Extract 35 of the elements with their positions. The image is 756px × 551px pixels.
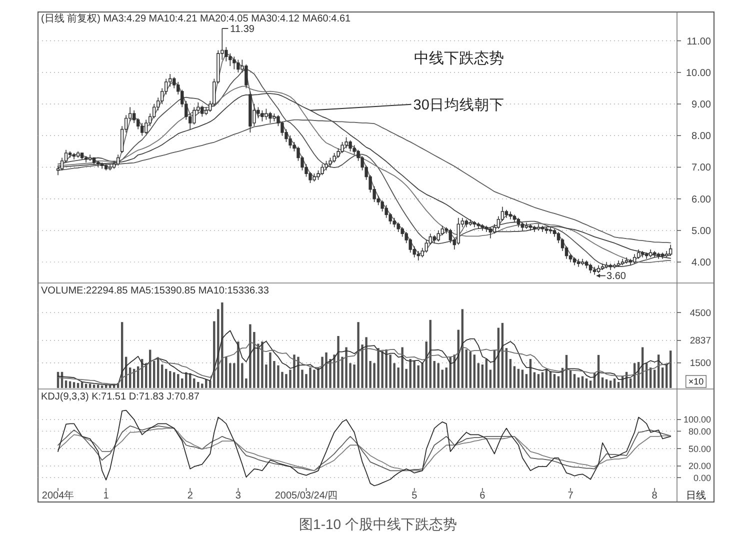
ytick-label: 11.00 [686, 36, 711, 48]
title: KDJ(9,3,3) K:71.51 D:71.83 J:70.87 [41, 392, 200, 402]
xtick-label: 2004年 [42, 490, 74, 502]
annotation: 图1-10 个股中线下跌态势 [299, 516, 457, 532]
annotation: 11.39 [230, 24, 254, 35]
ytick-label: 4.00 [692, 258, 711, 269]
title: VOLUME:22294.85 MA5:15390.85 MA10:15336.33 [41, 286, 269, 296]
xtick-label: 8 [652, 490, 658, 502]
ytick-label: 100.00 [683, 414, 711, 425]
xtick-label: 2 [187, 490, 193, 502]
annotation: 3.60 [606, 271, 626, 282]
xtick-label: 1 [103, 490, 109, 502]
xtick-label: 6 [480, 490, 486, 502]
ytick-label: 2837 [690, 336, 711, 347]
title: (日线 前复权) MA3:4.29 MA10:4.21 MA20:4.05 MA30:4.12 MA60:4.61 [41, 14, 351, 24]
ytick-label: 10.00 [686, 68, 711, 79]
xtick-label: 2005/03/24/四 [274, 490, 338, 502]
ytick-label: 50.00 [688, 444, 711, 454]
xtick-label: 7 [568, 490, 574, 502]
annotation: ×10 [688, 376, 704, 386]
ytick-label: 7.00 [692, 162, 711, 174]
annotation: 中线下跌态势 [414, 50, 504, 67]
ytick-label: 9.00 [692, 100, 711, 110]
annotation: 日线 [686, 490, 706, 502]
ytick-label: 0.00 [693, 472, 711, 483]
ytick-label: 80.00 [688, 426, 711, 436]
ytick-label: 5.00 [692, 226, 711, 237]
ytick-label: 8.00 [692, 131, 711, 142]
annotation: 30日均线朝下 [413, 97, 504, 114]
ytick-label: 6.00 [692, 194, 711, 206]
ytick-label: 20.00 [688, 461, 711, 472]
ytick-label: 1500 [690, 358, 711, 370]
ytick-label: 4500 [690, 308, 711, 319]
xtick-label: 5 [412, 490, 418, 502]
xtick-label: 3 [235, 490, 241, 502]
